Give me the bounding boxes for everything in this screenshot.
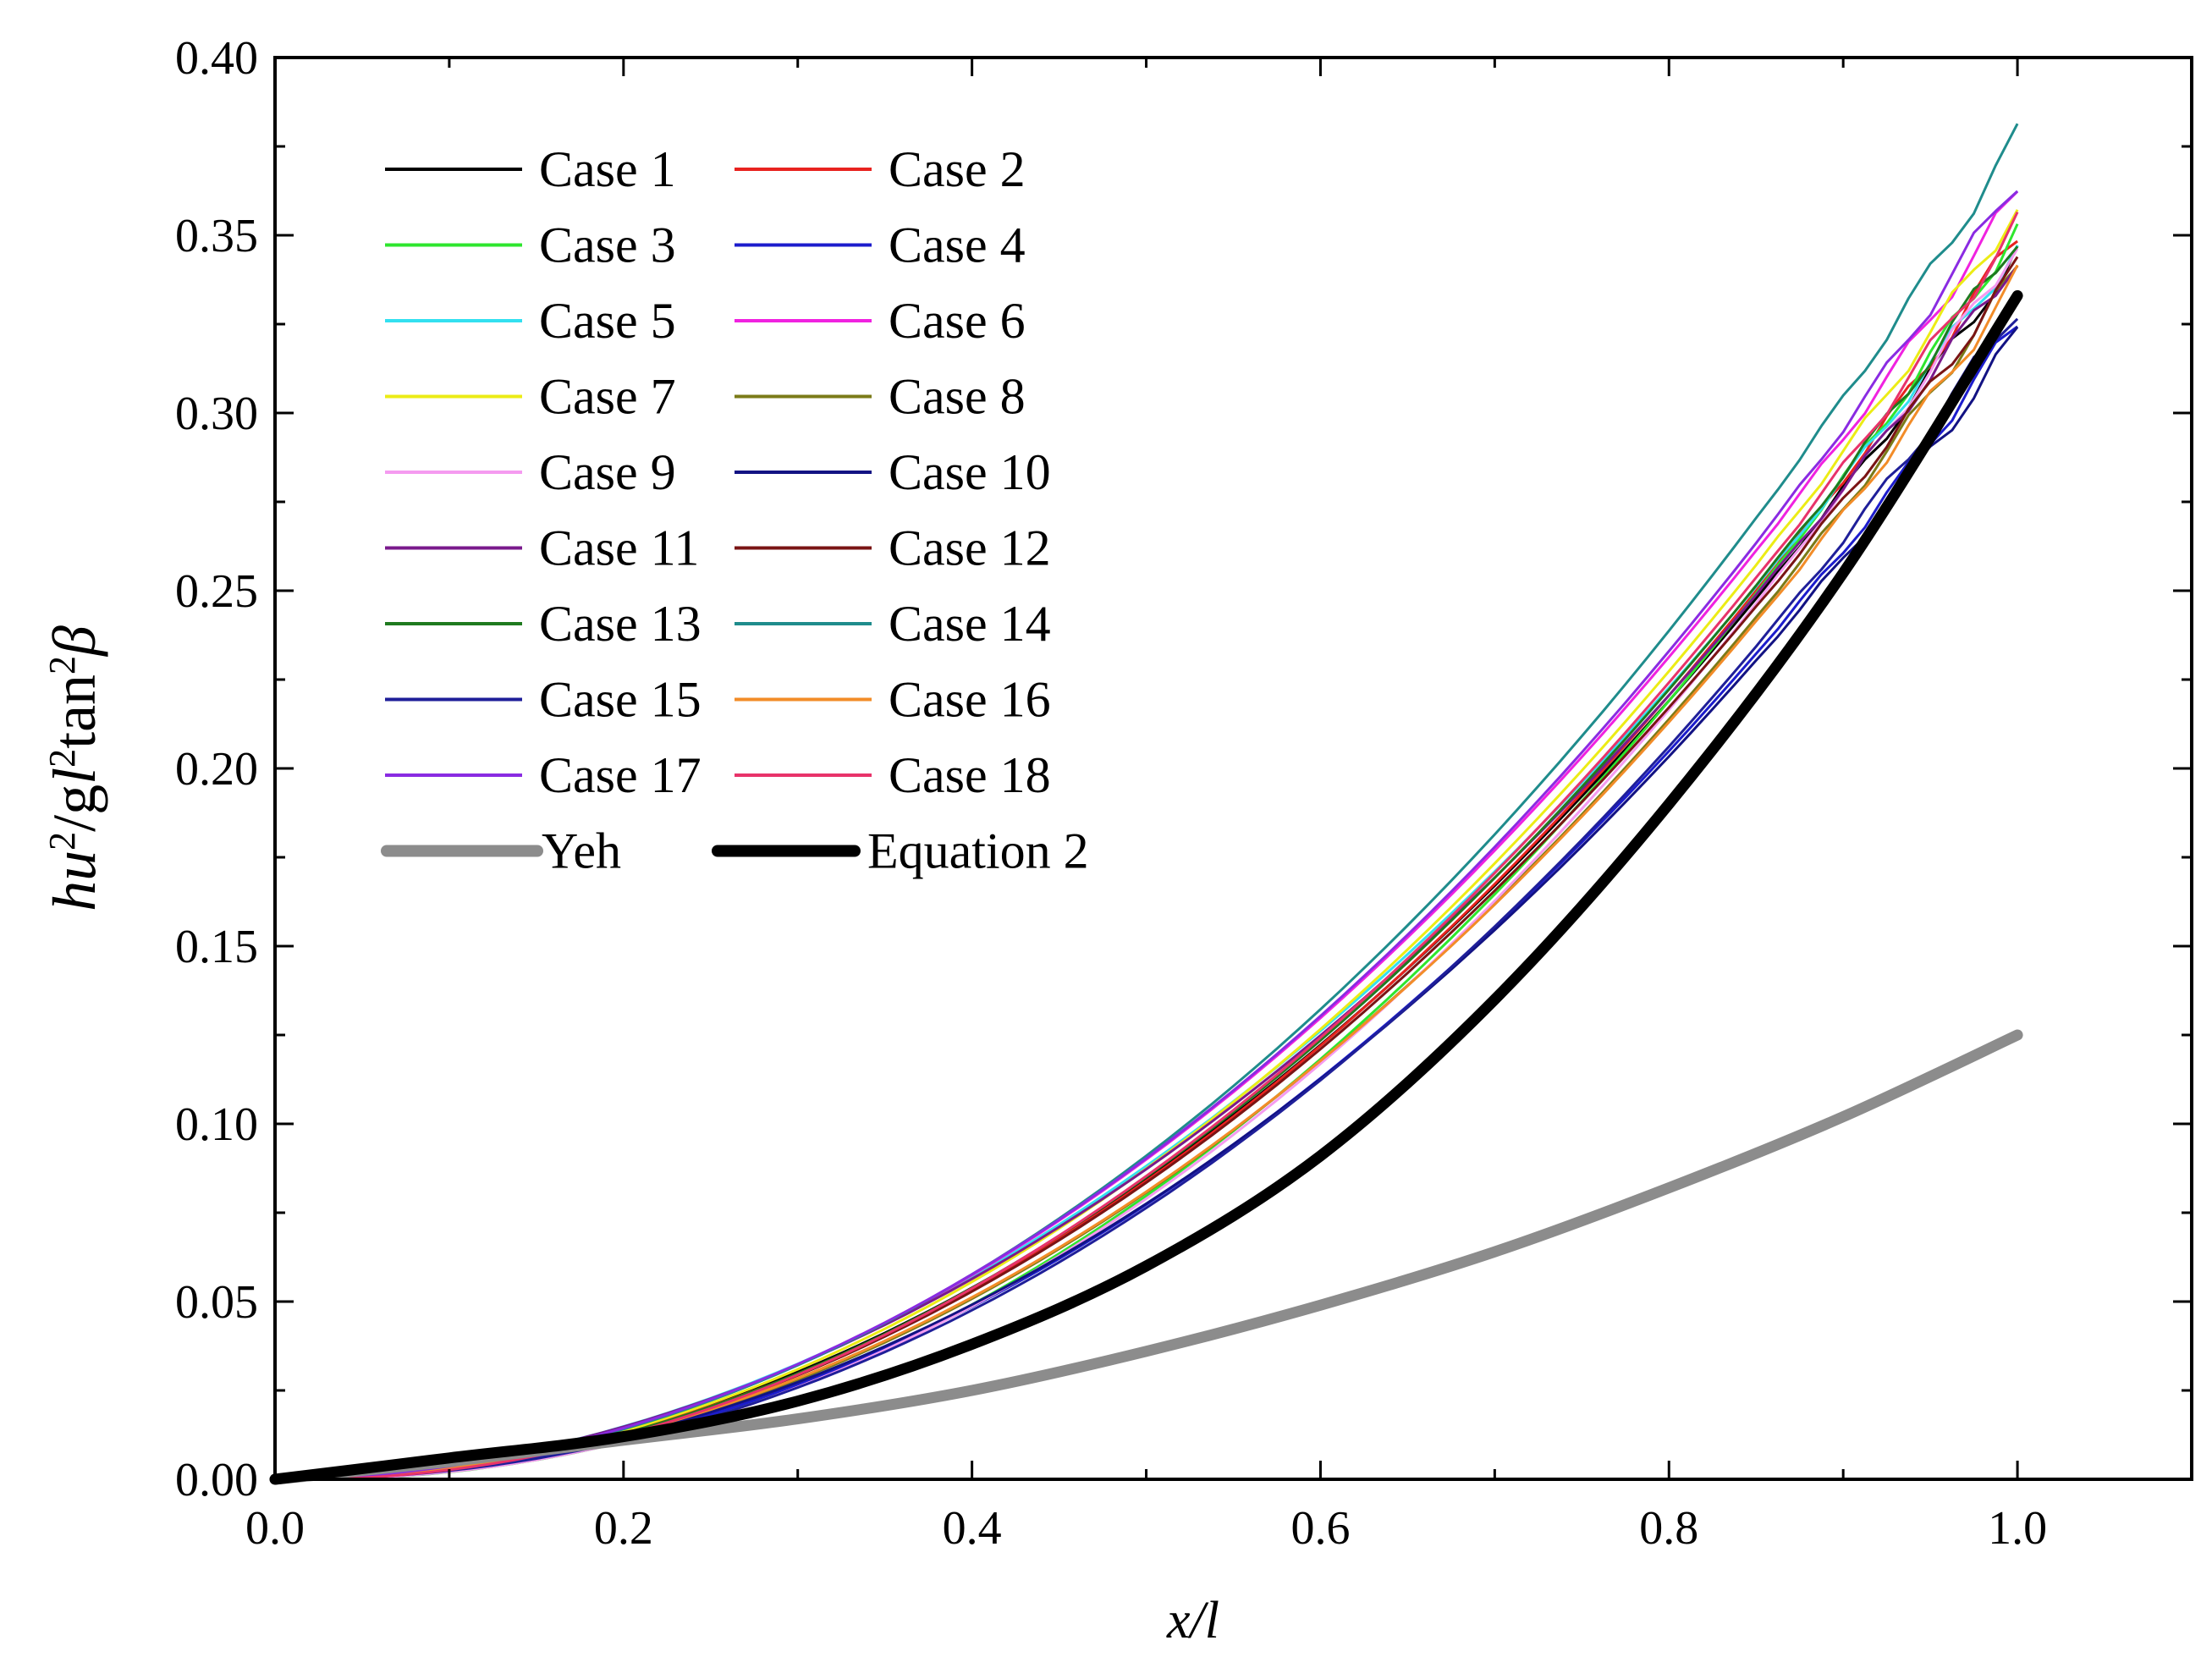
y-tick-label: 0.40 — [175, 32, 258, 85]
legend: Case 1 Case 2 Case 3 Case 4 Case 5 Case 6 Case… — [381, 141, 1089, 879]
legend-label: Case 9 — [539, 444, 676, 500]
legend-label: Case 1 — [539, 141, 676, 197]
legend-label: Case 13 — [539, 596, 702, 652]
legend-label: Yeh — [542, 823, 621, 879]
legend-label: Case 14 — [889, 596, 1051, 652]
y-tick-label: 0.05 — [175, 1276, 258, 1329]
legend-label: Equation 2 — [867, 823, 1089, 879]
y-tick-label: 0.25 — [175, 565, 258, 618]
legend-label: Case 10 — [889, 444, 1051, 500]
series-line — [275, 317, 2019, 1481]
y-tick-label: 0.30 — [175, 388, 258, 440]
y-tick-label: 0.10 — [175, 1098, 258, 1151]
legend-label: Case 18 — [889, 747, 1051, 803]
legend-label: Case 2 — [889, 141, 1026, 197]
x-tick-label: 1.0 — [1988, 1502, 2047, 1555]
y-tick-label: 0.35 — [175, 210, 258, 262]
x-tick-label: 0.6 — [1290, 1502, 1350, 1555]
y-tick-label: 0.00 — [175, 1454, 258, 1506]
series-layer — [269, 123, 2023, 1485]
legend-label: Case 11 — [539, 520, 699, 576]
legend-label: Case 12 — [889, 520, 1051, 576]
x-tick-label: 0.0 — [245, 1502, 305, 1555]
legend-label: Case 15 — [539, 672, 702, 728]
legend-label: Case 4 — [889, 217, 1026, 273]
x-tick-label: 0.4 — [943, 1502, 1002, 1555]
x-axis-title: x/l — [1166, 1592, 1219, 1649]
legend-label: Case 7 — [539, 369, 676, 425]
legend-label: Case 8 — [889, 369, 1026, 425]
y-axis-title: hu2/gl2tan2β — [41, 625, 108, 911]
legend-label: Case 17 — [539, 747, 702, 803]
legend-label: Case 3 — [539, 217, 676, 273]
legend-label: Case 6 — [889, 293, 1026, 349]
series-line — [269, 289, 2023, 1485]
legend-label: Case 5 — [539, 293, 676, 349]
y-tick-label: 0.15 — [175, 921, 258, 973]
y-tick-label: 0.20 — [175, 743, 258, 795]
legend-label: Case 16 — [889, 672, 1051, 728]
tick-layer: 0.0 0.2 0.4 0.6 0.8 1.0 0.00 0.05 0.10 0.15 0.20 0.… — [175, 32, 2192, 1555]
x-tick-label: 0.8 — [1639, 1502, 1698, 1555]
x-tick-label: 0.2 — [594, 1502, 653, 1555]
